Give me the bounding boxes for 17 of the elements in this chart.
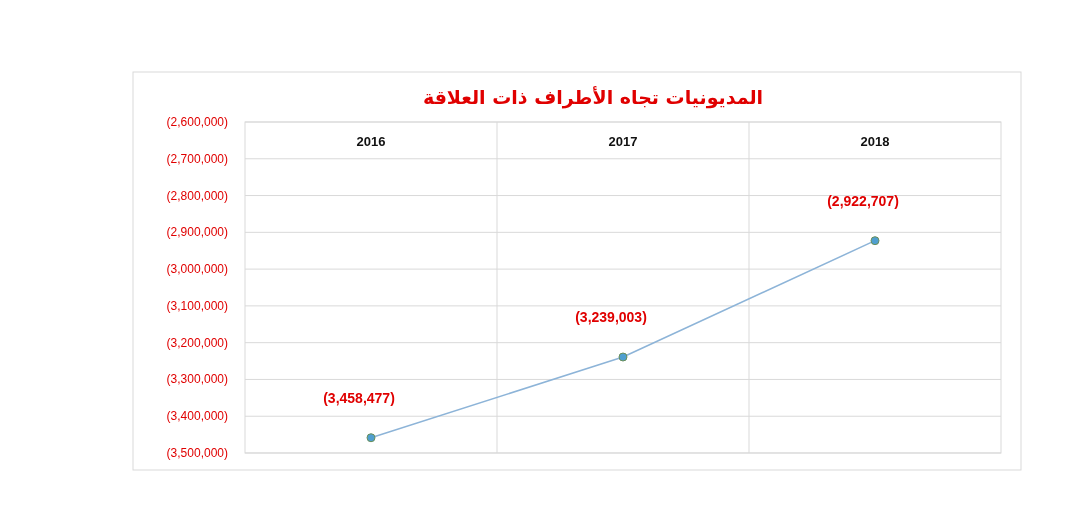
x-tick-label: 2018 — [860, 134, 890, 149]
y-tick-label: (2,900,000) — [166, 225, 228, 240]
y-tick-label: (3,400,000) — [166, 409, 228, 424]
y-tick-label: (2,700,000) — [166, 151, 228, 166]
data-label: (3,458,477) — [323, 389, 395, 406]
y-tick-label: (3,200,000) — [166, 335, 228, 350]
x-tick-label: 2017 — [608, 134, 638, 149]
y-tick-label: (3,000,000) — [166, 262, 228, 277]
y-tick-label: (2,600,000) — [166, 115, 228, 129]
x-tick-label: 2016 — [356, 134, 386, 149]
data-label: (2,922,707) — [827, 192, 899, 209]
y-tick-label: (3,300,000) — [166, 372, 228, 387]
chart-title: المديونيات تجاه الأطراف ذات العلاقة — [422, 86, 764, 109]
y-tick-label: (2,800,000) — [166, 188, 228, 203]
y-tick-label: (3,500,000) — [166, 446, 228, 460]
data-label: (3,239,003) — [575, 309, 647, 326]
y-tick-label: (3,100,000) — [166, 298, 228, 313]
